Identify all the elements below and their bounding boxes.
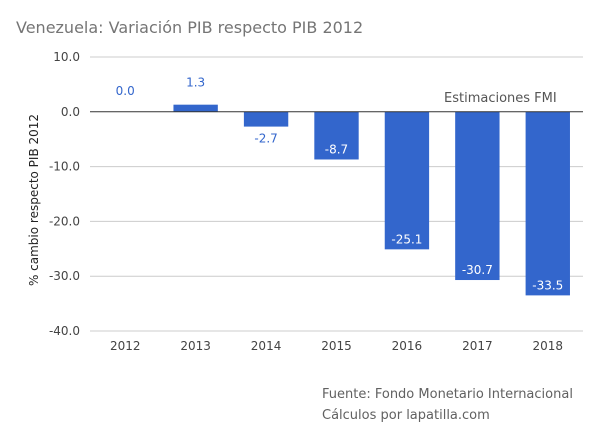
bar (173, 104, 218, 112)
bar (243, 111, 289, 127)
x-tick-label: 2017 (462, 339, 493, 353)
bar (384, 111, 430, 250)
x-tick-label: 2015 (321, 339, 352, 353)
data-label: -30.7 (462, 263, 493, 277)
source-note: Fuente: Fondo Monetario Internacional Cá… (322, 384, 573, 426)
x-tick-label: 2013 (180, 339, 211, 353)
x-tick-label: 2016 (392, 339, 423, 353)
data-label: 1.3 (186, 76, 205, 90)
x-tick-label: 2014 (251, 339, 282, 353)
estimaciones-annotation: Estimaciones FMI (444, 91, 557, 106)
x-tick-label: 2018 (533, 339, 564, 353)
x-tick-labels: 2012 2013 2014 2015 2016 2017 2018 (110, 339, 563, 353)
x-tick-label: 2012 (110, 339, 141, 353)
bars (173, 104, 570, 296)
data-label: -25.1 (391, 232, 422, 246)
chart-title: Venezuela: Variación PIB respecto PIB 20… (16, 18, 364, 37)
y-tick-label: -40.0 (49, 324, 80, 338)
y-axis-label: % cambio respecto PIB 2012 (27, 114, 41, 286)
source-line: Fuente: Fondo Monetario Internacional (322, 387, 573, 402)
gridlines (90, 56, 583, 332)
data-label: 0.0 (116, 84, 135, 98)
y-tick-label: -30.0 (49, 269, 80, 283)
bar (455, 111, 500, 281)
bar (525, 111, 570, 296)
credit-line: Cálculos por lapatilla.com (322, 408, 490, 423)
y-tick-labels: 10.0 0.0 -10.0 -20.0 -30.0 -40.0 (49, 50, 80, 338)
y-tick-label: 0.0 (61, 105, 80, 119)
y-tick-label: -10.0 (49, 160, 80, 174)
data-label: -2.7 (254, 132, 277, 146)
data-label: -33.5 (532, 278, 563, 292)
data-label: -8.7 (325, 142, 348, 156)
y-tick-label: -20.0 (49, 214, 80, 228)
bar (314, 111, 359, 160)
y-tick-label: 10.0 (53, 50, 80, 64)
data-labels: 0.0 1.3 -2.7 -8.7 -25.1 -30.7 -33.5 (116, 76, 564, 293)
